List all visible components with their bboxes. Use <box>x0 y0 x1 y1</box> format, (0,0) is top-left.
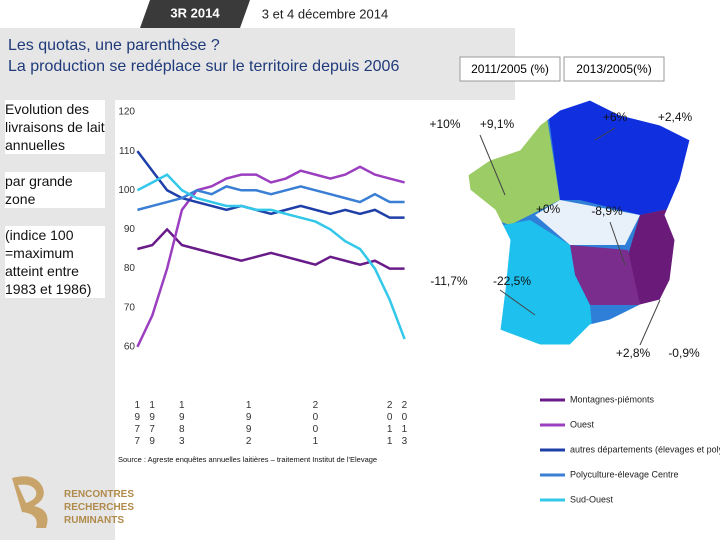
x-tick-label: 2013 <box>399 400 410 448</box>
map-label: +6% <box>603 110 628 124</box>
map-header: 2013/2005(%) <box>576 62 651 76</box>
map-label: -0,9% <box>668 346 700 360</box>
map-header-box <box>459 56 561 82</box>
map-label: +0% <box>536 202 561 216</box>
map-label: -8,9% <box>591 204 623 218</box>
map-header-box <box>563 56 665 82</box>
legend-box <box>530 388 685 520</box>
description-note: Evolution des livraisons de lait annuell… <box>5 100 105 154</box>
grouping-note: par grande zone <box>5 172 105 208</box>
x-tick-label: 1979 <box>147 400 158 448</box>
legend-label: Ouest <box>570 419 595 429</box>
series-line <box>137 227 405 270</box>
legend-label: Polyculture-élevage Centre <box>570 469 679 479</box>
series-line <box>136 165 405 348</box>
subtitle: La production se redéplace sur le territ… <box>8 58 399 75</box>
map-label: -11,7% <box>430 274 467 288</box>
legend-label: Montagnes-piémonts <box>570 394 655 404</box>
map-label: +2,8% <box>616 346 651 360</box>
index-note: (indice 100 =maximum atteint entre 1983 … <box>5 226 105 298</box>
map-header: 2011/2005 (%) <box>471 62 549 76</box>
y-tick-label: 120 <box>118 107 135 118</box>
legend-label: autres départements (élevages et polyc-é… <box>570 444 720 454</box>
footer-line: RUMINANTS <box>64 515 124 526</box>
header-date: 3 et 4 décembre 2014 <box>262 6 388 21</box>
map-arrows <box>479 127 661 346</box>
y-tick-label: 110 <box>119 146 135 157</box>
footer-line: RENCONTRES <box>64 489 135 500</box>
y-tick-label: 70 <box>124 302 136 313</box>
title: Les quotas, une parenthèse ? <box>8 37 220 54</box>
source: Source : Agreste enquêtes annuelles lait… <box>118 455 377 464</box>
plot-area <box>115 100 415 445</box>
y-tick-label: 80 <box>124 263 136 274</box>
x-tick-label: 1977 <box>132 400 143 448</box>
y-tick-label: 100 <box>118 185 135 196</box>
y-tick-label: 90 <box>124 224 136 235</box>
map-label: +9,1% <box>480 117 515 131</box>
footer-text: RENCONTRES RECHERCHES RUMINANTS <box>64 488 134 527</box>
top-strip <box>0 0 515 28</box>
x-tick-label: 1983 <box>176 400 187 448</box>
x-tick-label: 2011 <box>384 400 395 448</box>
logo-band <box>140 0 250 28</box>
legend-label: Sud-Ouest <box>570 494 614 504</box>
map-outline <box>467 99 691 346</box>
x-tick-label: 2001 <box>310 400 321 448</box>
footer-line: RECHERCHES <box>64 502 135 513</box>
x-tick-label: 1992 <box>243 400 254 448</box>
y-tick-label: 60 <box>124 341 136 352</box>
side-band <box>0 100 115 540</box>
map-label: +2,4% <box>658 110 693 124</box>
map-label: +10% <box>429 117 460 131</box>
footer-logo <box>12 476 48 528</box>
series-line <box>137 185 405 212</box>
map-label: -22,5% <box>493 274 531 288</box>
header-logo: 3R 2014 <box>170 5 220 20</box>
legend: Montagnes-piémonts Ouest autres départemen… <box>540 394 720 504</box>
series-line <box>136 173 406 340</box>
